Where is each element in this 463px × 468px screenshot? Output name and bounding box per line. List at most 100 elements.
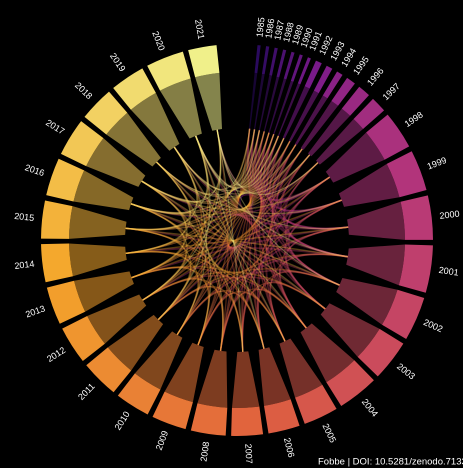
chord — [216, 129, 229, 351]
chord — [197, 129, 255, 346]
chord — [220, 134, 274, 351]
chord — [130, 176, 331, 218]
chord — [125, 129, 256, 230]
chord — [174, 129, 255, 190]
chord — [265, 154, 311, 342]
chord — [219, 288, 307, 351]
chord — [176, 129, 256, 336]
chord — [194, 135, 340, 286]
chord — [263, 134, 330, 201]
fan — [134, 331, 183, 390]
chord — [125, 129, 255, 254]
chord — [173, 146, 348, 258]
fan — [258, 75, 272, 131]
chord — [262, 134, 326, 310]
chord — [156, 129, 222, 195]
chord — [216, 129, 291, 188]
chord — [131, 148, 303, 278]
chord — [284, 176, 340, 286]
chord — [157, 130, 261, 321]
chord — [155, 161, 349, 230]
chord — [216, 129, 319, 196]
chord — [142, 278, 224, 351]
chord — [125, 251, 199, 336]
chord — [258, 135, 286, 342]
chord — [173, 146, 349, 230]
chord — [130, 131, 265, 214]
sector — [113, 68, 156, 110]
chord — [216, 129, 285, 188]
chord — [280, 154, 349, 230]
sector-label: 2003 — [395, 361, 417, 381]
chord — [274, 144, 340, 286]
chord — [130, 203, 244, 352]
chord — [251, 129, 349, 230]
chord — [157, 176, 331, 321]
chord — [156, 128, 250, 195]
chord — [176, 253, 348, 336]
chord — [131, 265, 307, 329]
chord — [156, 161, 307, 329]
chord — [260, 138, 286, 342]
chord — [125, 161, 191, 231]
sector-label: 2015 — [14, 211, 35, 223]
chord — [195, 129, 256, 188]
chord — [125, 162, 319, 231]
chord — [156, 148, 303, 199]
chord — [142, 144, 296, 301]
chord — [219, 132, 270, 351]
chord — [177, 138, 284, 335]
chord — [130, 135, 208, 214]
fan — [87, 294, 147, 344]
chord — [248, 130, 265, 349]
chord — [261, 132, 340, 286]
chord — [195, 130, 260, 187]
chord — [125, 250, 192, 321]
chord — [173, 146, 286, 342]
sector — [331, 77, 355, 106]
chord — [125, 251, 286, 342]
chord — [142, 199, 342, 301]
chords — [69, 72, 405, 408]
sector-label: 2001 — [438, 265, 459, 278]
chord — [131, 267, 210, 346]
sector — [326, 360, 374, 406]
sector — [261, 46, 270, 75]
chord — [176, 135, 279, 336]
sector-label: 1996 — [365, 66, 386, 88]
sector — [231, 406, 264, 436]
sector-label: 2016 — [24, 162, 46, 178]
chord — [173, 128, 251, 190]
fan — [197, 349, 228, 408]
chord — [125, 227, 187, 301]
chord — [269, 270, 340, 342]
fan — [106, 112, 161, 167]
chord — [259, 132, 326, 310]
chord — [141, 180, 307, 329]
chord — [125, 148, 303, 255]
chord — [269, 148, 307, 329]
chord — [125, 138, 284, 230]
chord — [125, 135, 280, 231]
sector-label: 2017 — [44, 117, 66, 136]
chord — [131, 128, 250, 278]
chord — [141, 140, 291, 204]
chord — [255, 130, 349, 229]
chord — [156, 132, 270, 196]
fan — [73, 170, 134, 211]
chord — [285, 226, 349, 310]
chord — [141, 180, 224, 351]
chord — [279, 226, 349, 329]
chord — [141, 129, 221, 203]
chord — [216, 129, 331, 201]
chord — [157, 135, 211, 321]
fan — [160, 78, 202, 139]
chord — [157, 285, 224, 351]
chord — [278, 253, 348, 329]
chord — [174, 135, 279, 191]
chord — [197, 226, 349, 346]
chord — [284, 199, 342, 310]
chord — [220, 128, 250, 351]
chord — [266, 162, 319, 342]
chord — [131, 132, 270, 279]
